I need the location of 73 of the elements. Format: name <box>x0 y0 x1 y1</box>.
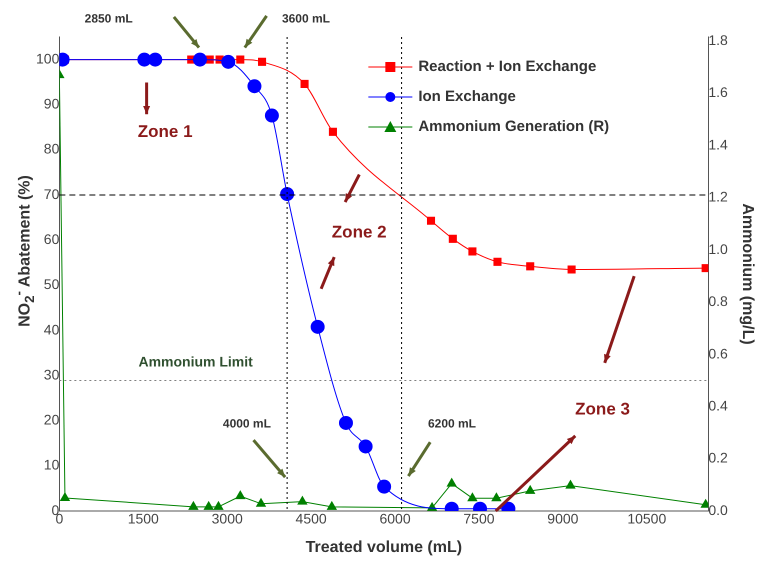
y-tick-label: 80 <box>44 140 60 157</box>
point <box>338 416 353 430</box>
y-tick-label: 30 <box>44 366 60 382</box>
point <box>256 498 266 507</box>
point <box>702 264 708 272</box>
point <box>377 480 392 494</box>
y-tick-label: 90 <box>44 96 60 112</box>
point <box>300 80 309 88</box>
y-tick-label: 40 <box>44 321 60 338</box>
point <box>492 492 502 502</box>
point <box>310 320 325 334</box>
y2-tick-label: 0.2 <box>708 450 728 466</box>
x-tick-label: 6000 <box>379 510 411 526</box>
x-tick-label: 3000 <box>212 510 243 526</box>
point <box>448 234 457 243</box>
y2-tick-label: 0.4 <box>708 397 728 414</box>
point <box>526 262 534 270</box>
x-tick-label: 7500 <box>463 510 495 526</box>
y2-tick-label: 0.0 <box>708 502 728 518</box>
y-tick-label: 20 <box>44 412 60 428</box>
y2-tick-label: 1.8 <box>708 32 728 48</box>
point <box>258 58 266 66</box>
point <box>568 265 576 274</box>
legend-label: Ammonium Generation (R) <box>418 118 610 136</box>
annotation: 4000 mL <box>222 416 271 431</box>
y2-tick-label: 1.6 <box>708 84 728 100</box>
point <box>468 492 478 502</box>
point <box>204 501 214 510</box>
point <box>188 501 198 510</box>
point <box>446 478 457 487</box>
point <box>214 501 224 510</box>
point <box>525 485 536 494</box>
annotation: Zone 1 <box>138 122 193 141</box>
point <box>235 490 246 500</box>
y2-tick-label: 0.8 <box>708 293 728 310</box>
point <box>566 480 576 489</box>
annotation: Ammonium Limit <box>138 353 254 370</box>
y-tick-label: 50 <box>44 276 60 292</box>
point <box>221 54 236 69</box>
point <box>236 56 244 64</box>
point <box>148 52 162 67</box>
text: 2850 mL <box>84 11 133 26</box>
point <box>358 439 373 454</box>
point <box>298 496 308 505</box>
y2-tick-label: 1.4 <box>708 136 728 152</box>
legend-label: Ion Exchange <box>418 88 516 106</box>
y2-axis-title: Ammonium (mg/L) <box>738 203 756 345</box>
text: 3600 mL <box>282 11 330 26</box>
legend-label: Reaction + Ion Exchange <box>418 58 596 76</box>
point <box>60 492 70 501</box>
point <box>247 79 262 94</box>
point <box>493 258 502 266</box>
y-tick-label: 70 <box>44 186 60 202</box>
point <box>468 247 476 256</box>
x-tick-label: 9000 <box>547 510 579 526</box>
point <box>326 501 337 510</box>
annotation: Zone 2 <box>332 222 387 242</box>
point <box>426 216 436 225</box>
y2-tick-label: 1.0 <box>708 240 728 257</box>
y2-tick-label: 0.6 <box>708 345 728 362</box>
y-tick-label: 60 <box>44 231 60 247</box>
x-tick-label: 1500 <box>128 510 160 526</box>
y-tick-label: 10 <box>44 456 60 473</box>
x-axis-title: Treated volume (mL) <box>306 538 462 556</box>
point <box>328 128 337 136</box>
annotation: 6200 mL <box>428 416 476 431</box>
y2-tick-label: 1.2 <box>708 188 728 205</box>
point <box>264 108 279 123</box>
x-tick-label: 10500 <box>627 510 666 526</box>
x-tick-label: 4500 <box>296 510 327 526</box>
annotation: Zone 3 <box>575 399 630 418</box>
point <box>192 52 207 67</box>
y-tick-label: 100 <box>36 50 60 66</box>
